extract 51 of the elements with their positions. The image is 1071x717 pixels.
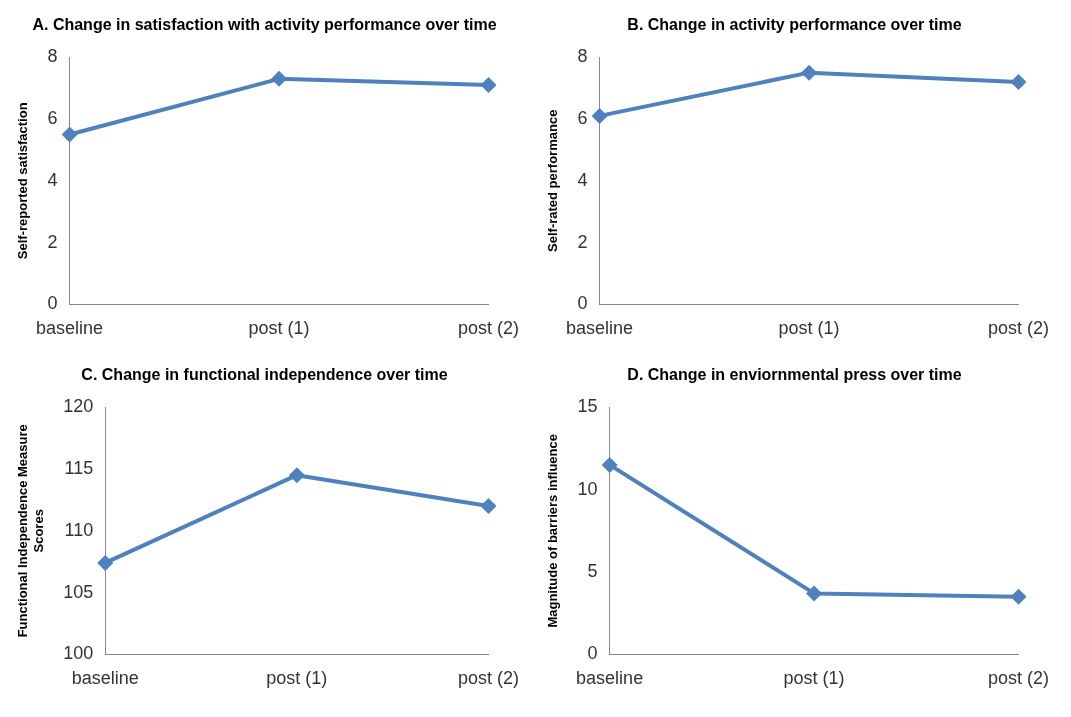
point	[271, 70, 288, 87]
point	[288, 467, 305, 484]
y-tick-label: 6	[47, 107, 58, 128]
y-tick-label: 0	[577, 293, 588, 314]
y-axis-title: Self-rated performance	[545, 109, 561, 252]
y-tick-label: 5	[587, 560, 598, 581]
x-tick-label: post (2)	[457, 318, 519, 339]
chart-title: A. Change in satisfaction with activity performance over time	[32, 16, 497, 34]
point	[591, 107, 608, 124]
y-tick-label: 15	[577, 396, 598, 417]
chart-title: B. Change in activity performance over time	[627, 16, 962, 34]
y-tick-label: 115	[64, 457, 94, 478]
point	[806, 585, 823, 602]
x-tick-label: post (1)	[248, 318, 310, 339]
x-tick-label: post (2)	[457, 668, 519, 689]
point	[801, 64, 818, 81]
y-tick-label: 2	[47, 231, 58, 252]
y-tick-label: 120	[63, 396, 94, 417]
point	[480, 498, 497, 515]
y-axis-title: Magnitude of barriers influence	[545, 434, 561, 628]
x-tick-label: post (1)	[778, 318, 840, 339]
y-tick-label: 6	[577, 107, 588, 128]
y-tick-label: 0	[587, 643, 598, 664]
chart-title: D. Change in enviornmental press over time	[627, 366, 962, 384]
x-tick-label: baseline	[36, 318, 104, 339]
x-tick-label: baseline	[71, 668, 139, 689]
y-tick-label: 105	[63, 581, 94, 602]
x-tick-label: baseline	[576, 668, 644, 689]
y-tick-label: 4	[577, 169, 588, 190]
y-tick-label: 8	[47, 46, 58, 67]
y-tick-label: 110	[64, 519, 94, 540]
y-tick-label: 4	[47, 169, 58, 190]
x-tick-label: post (1)	[266, 668, 328, 689]
chart-title: C. Change in functional independence over time	[81, 366, 448, 384]
point	[1010, 73, 1027, 90]
y-tick-label: 0	[47, 293, 58, 314]
y-tick-label: 10	[577, 478, 598, 499]
y-axis-title: Functional Independence Measure Scores	[15, 424, 46, 638]
y-tick-label: 2	[577, 231, 588, 252]
y-tick-label: 100	[63, 643, 94, 664]
point	[601, 456, 618, 473]
x-tick-label: baseline	[566, 318, 634, 339]
x-tick-label: post (2)	[987, 318, 1049, 339]
point	[61, 126, 78, 143]
x-tick-label: post (1)	[783, 668, 845, 689]
y-tick-label: 8	[577, 46, 588, 67]
point	[480, 77, 497, 94]
point	[1010, 588, 1027, 605]
y-axis-title: Self-reported satisfaction	[15, 102, 31, 260]
x-tick-label: post (2)	[987, 668, 1049, 689]
point	[97, 554, 114, 571]
